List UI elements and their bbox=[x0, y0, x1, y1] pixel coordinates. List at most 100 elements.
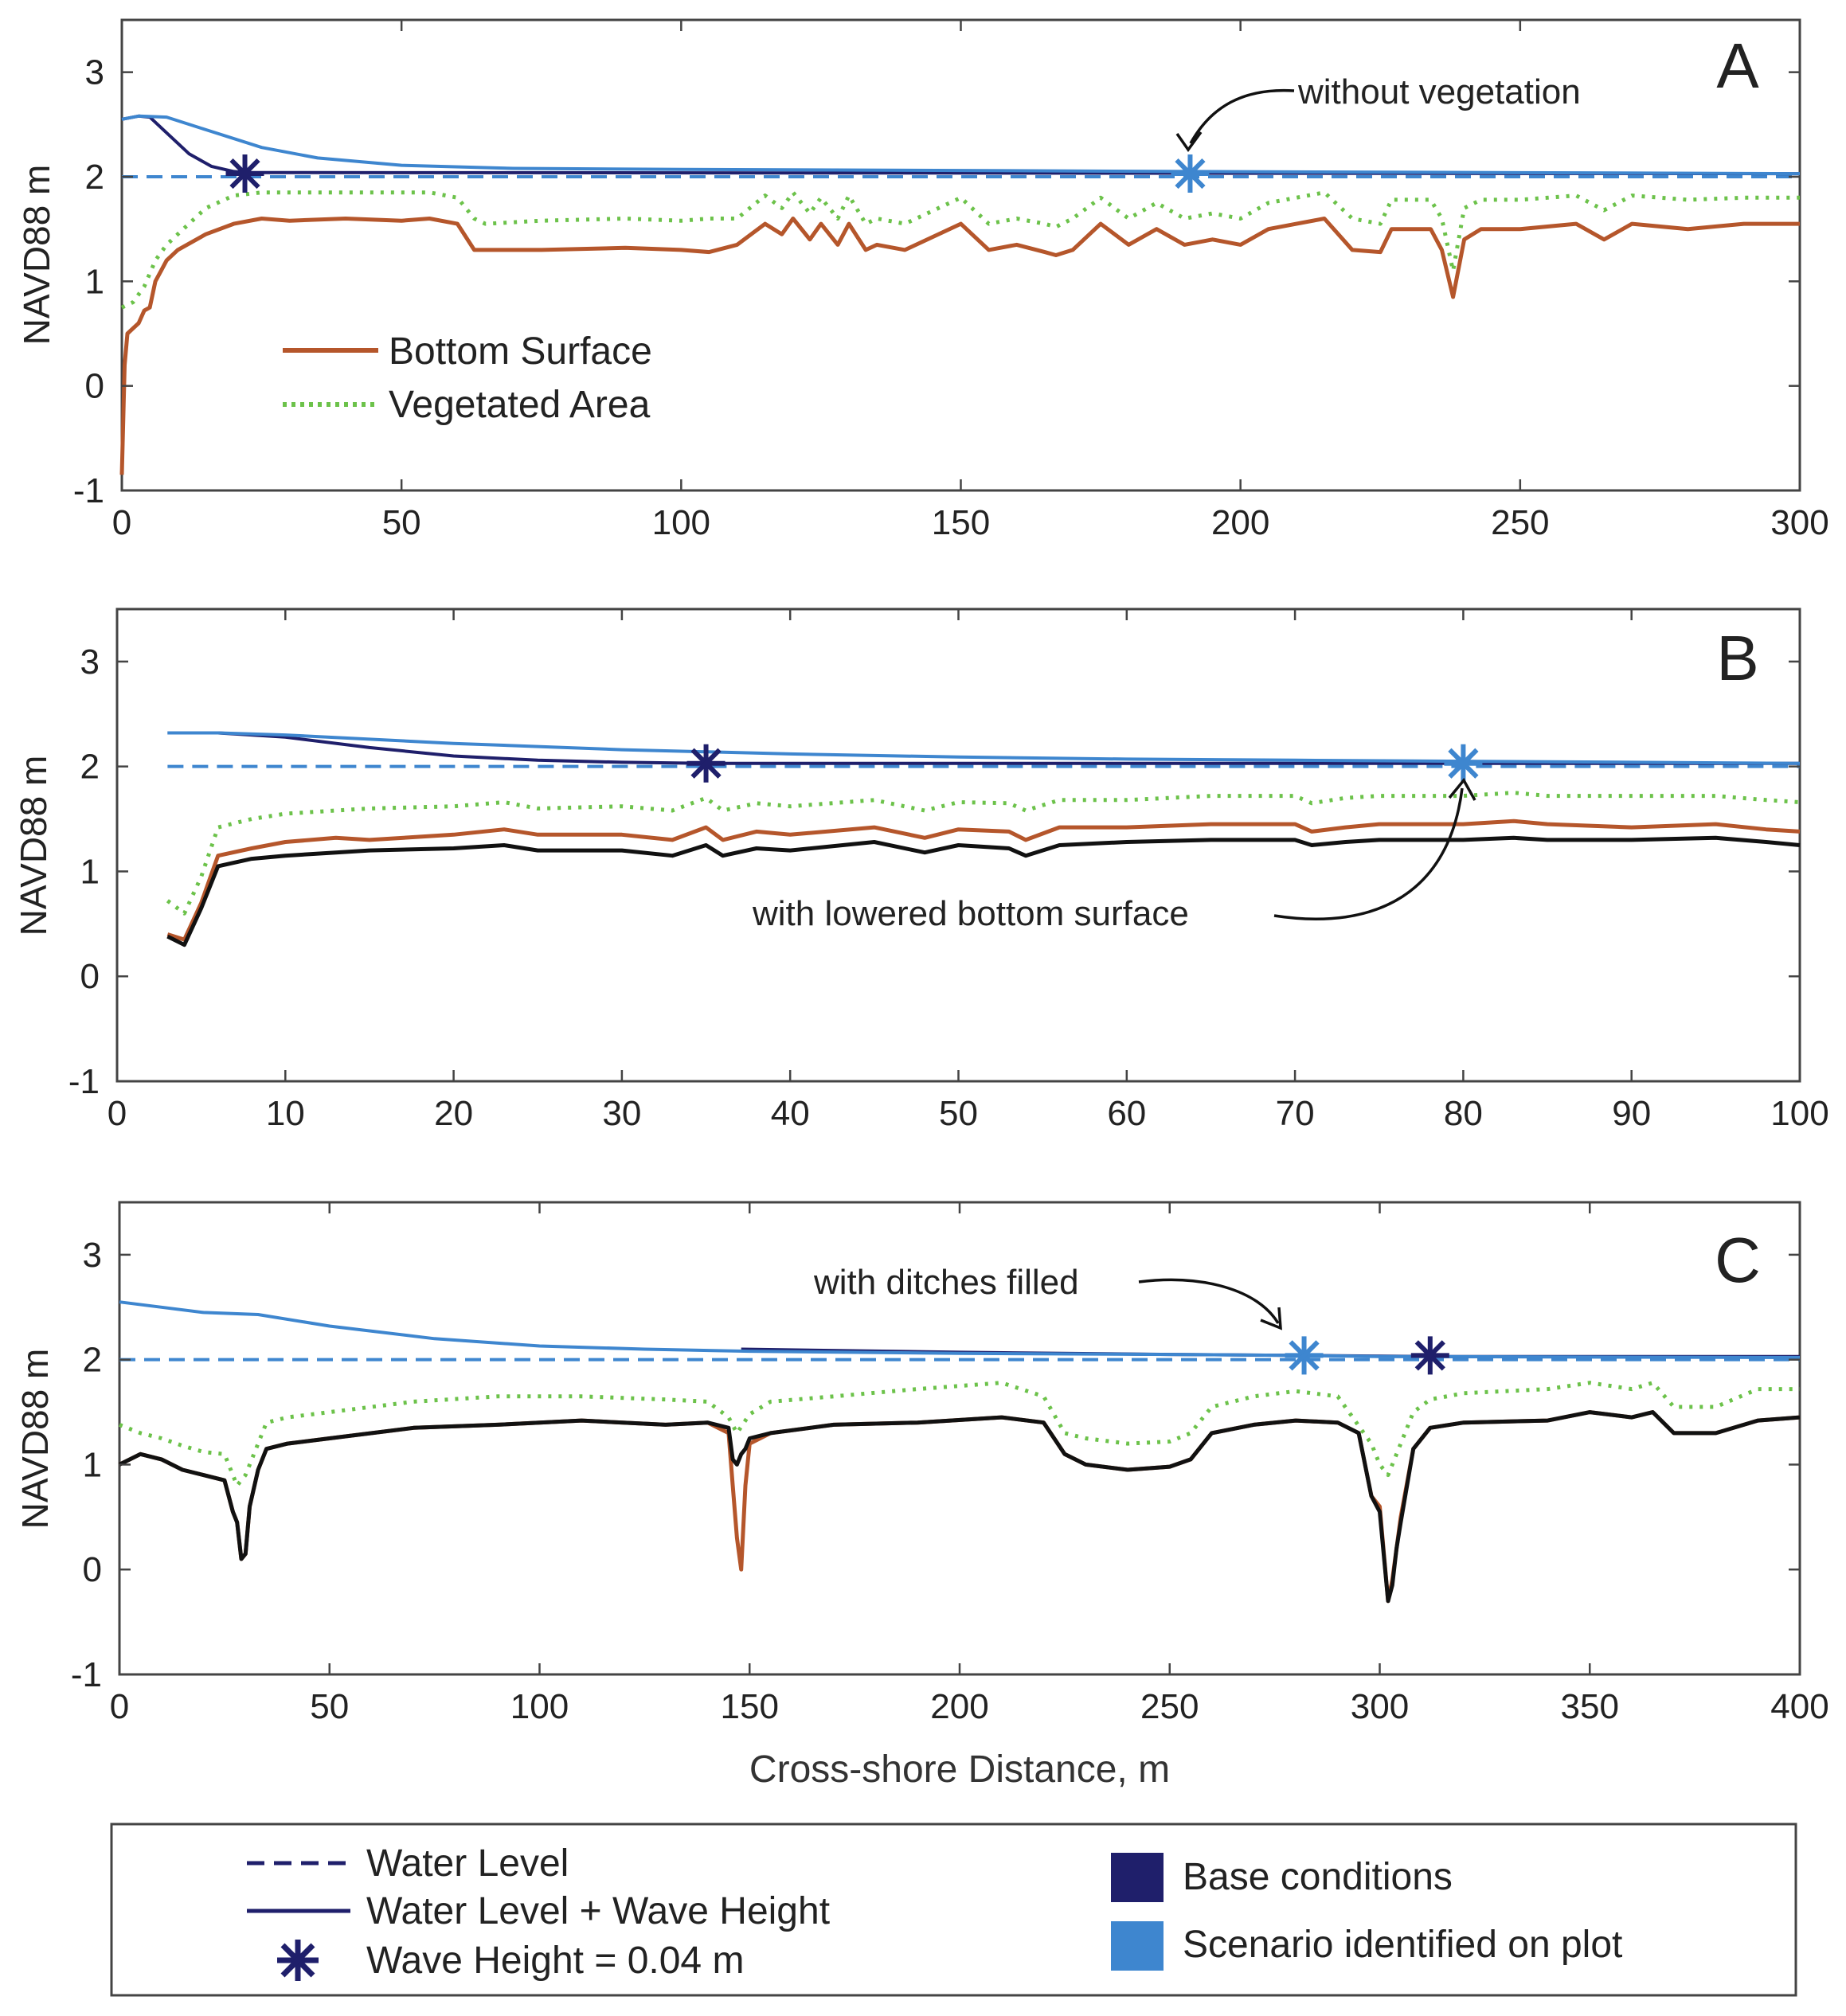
panel-b-lowered-bottom-surface-line bbox=[166, 835, 1801, 947]
legend-bottom-surface-label: Bottom Surface bbox=[389, 330, 652, 373]
panel-a-x-tick-label: 0 bbox=[112, 503, 131, 542]
legend-base-label: Base conditions bbox=[1183, 1856, 1453, 1898]
legend-base-swatch bbox=[1111, 1853, 1164, 1902]
panel-b-letter: B bbox=[1716, 623, 1758, 693]
panel-c-annotation-text: with ditches filled bbox=[813, 1263, 1079, 1302]
panel-c-plot-area bbox=[118, 1300, 1801, 1604]
figure-legend-frame bbox=[110, 1823, 1797, 1997]
panel-a-x-tick-label: 200 bbox=[1211, 503, 1269, 542]
panel-a-wave-height-0-04-m-base-marker bbox=[225, 154, 264, 193]
panel-a-y-tick-label: 2 bbox=[85, 158, 104, 197]
panel-a-x-tick-label: 300 bbox=[1770, 503, 1828, 542]
panel-b-y-tick-label: 3 bbox=[80, 643, 100, 682]
panel-c-x-tick-label: 300 bbox=[1351, 1687, 1409, 1726]
panel-a-bottom-surface-line bbox=[119, 217, 1800, 475]
panel-a-x-tick-label: 250 bbox=[1491, 503, 1549, 542]
panel-c-x-tick-label: 50 bbox=[310, 1687, 349, 1726]
panel-a-inner-legend: Bottom Surface Vegetated Area bbox=[283, 330, 652, 426]
figure-legend: Water Level Water Level + Wave Height Wa… bbox=[110, 1823, 1797, 1997]
panel-b-x-tick-label: 60 bbox=[1107, 1094, 1146, 1133]
panel-a-annotation-arrow bbox=[1189, 88, 1295, 144]
legend-water-level-label: Water Level bbox=[366, 1842, 569, 1885]
panel-b-x-tick-label: 30 bbox=[602, 1094, 641, 1133]
panel-a-annotation-text: without vegetation bbox=[1297, 72, 1581, 111]
legend-scenario-label: Scenario identified on plot bbox=[1183, 1924, 1622, 1966]
panel-c-x-tick-label: 200 bbox=[930, 1687, 988, 1726]
legend-wave-line-label: Water Level + Wave Height bbox=[366, 1890, 830, 1932]
panel-a-y-tick-label: 0 bbox=[85, 367, 104, 406]
panel-c-y-tick-label: 3 bbox=[83, 1236, 102, 1275]
panel-b-x-tick-label: 10 bbox=[266, 1094, 305, 1133]
panel-b-annotation: with lowered bottom surface bbox=[752, 777, 1476, 933]
panel-b-wave-height-0-04-m-base-marker bbox=[686, 744, 725, 783]
panel-a-annotation: without vegetation bbox=[1175, 72, 1581, 153]
panel-c-x-tick-label: 100 bbox=[510, 1687, 569, 1726]
panel-b-y-tick-label: 2 bbox=[80, 748, 100, 787]
panel-b-x-ticks: 0 10 20 30 40 50 60 70 80 90 100 bbox=[108, 609, 1829, 1133]
panel-c-y-tick-label: 1 bbox=[83, 1445, 102, 1484]
panel-a-wave-height-0-04-m-scenario-marker bbox=[1171, 154, 1210, 193]
panel-b-plot-area bbox=[166, 731, 1801, 947]
panel-b-annotation-arrow bbox=[1273, 787, 1464, 920]
legend-scenario-swatch bbox=[1111, 1921, 1164, 1971]
panel-b-water-level-wave-height-scenario-line bbox=[167, 731, 1801, 765]
panel-c-y-ticks: -1 0 1 2 3 bbox=[71, 1236, 1800, 1694]
panel-a-y-tick-label: 3 bbox=[85, 53, 104, 92]
panel-b-x-tick-label: 80 bbox=[1444, 1094, 1483, 1133]
panel-a-plot-area bbox=[119, 114, 1801, 475]
panel-b-annotation-arrowhead bbox=[1448, 777, 1476, 801]
panel-b-x-tick-label: 0 bbox=[108, 1094, 127, 1133]
panel-a-y-ticks: -1 0 1 2 3 bbox=[73, 53, 1800, 510]
panel-b-x-tick-label: 20 bbox=[434, 1094, 473, 1133]
legend-vegetated-area-label: Vegetated Area bbox=[389, 384, 651, 426]
panel-c-bottom-surface-line bbox=[118, 1410, 1801, 1604]
panel-c-x-tick-label: 350 bbox=[1561, 1687, 1619, 1726]
panel-a-y-tick-label: -1 bbox=[73, 471, 104, 510]
panel-b-x-tick-label: 50 bbox=[939, 1094, 978, 1133]
legend-wave-marker-icon bbox=[277, 1940, 319, 1981]
panel-b-y-ticks: -1 0 1 2 3 bbox=[68, 643, 1800, 1101]
panel-b-y-tick-label: -1 bbox=[68, 1062, 100, 1101]
panel-b-x-tick-label: 40 bbox=[771, 1094, 810, 1133]
panel-c-y-tick-label: 0 bbox=[83, 1550, 102, 1589]
panel-c-x-tick-label: 0 bbox=[110, 1687, 129, 1726]
panel-b-x-tick-label: 90 bbox=[1612, 1094, 1651, 1133]
panel-b-wave-height-0-04-m-scenario-marker bbox=[1444, 744, 1483, 783]
panel-a-annotation-arrowhead bbox=[1175, 131, 1203, 153]
panel-c-annotation: with ditches filled bbox=[813, 1263, 1282, 1330]
panel-a-x-ticks: 0 50 100 150 200 250 300 bbox=[112, 20, 1829, 542]
panel-b-y-axis-label: NAVD88 m bbox=[13, 756, 54, 936]
panel-a-y-tick-label: 1 bbox=[85, 262, 104, 301]
panel-c-x-tick-label: 150 bbox=[721, 1687, 779, 1726]
panel-c-wave-height-0-04-m-base-marker bbox=[1410, 1336, 1449, 1375]
panel-a-x-tick-label: 150 bbox=[932, 503, 990, 542]
panel-c-y-axis-label: NAVD88 m bbox=[14, 1349, 56, 1530]
panel-a-water-level-wave-height-base-line bbox=[121, 114, 1801, 176]
panel-a-water-level-wave-height-scenario-line bbox=[121, 114, 1801, 176]
panel-b-bottom-surface-line bbox=[166, 819, 1801, 942]
panel-c-y-tick-label: -1 bbox=[71, 1655, 102, 1694]
panel-c-x-ticks: 0 50 100 150 200 250 300 350 400 bbox=[110, 1202, 1829, 1726]
panel-b-annotation-text: with lowered bottom surface bbox=[752, 894, 1189, 933]
panel-c-annotation-arrowhead bbox=[1260, 1307, 1282, 1330]
panel-a-x-tick-label: 50 bbox=[382, 503, 421, 542]
panel-c-y-tick-label: 2 bbox=[83, 1341, 102, 1380]
panel-c-annotation-arrow bbox=[1138, 1278, 1280, 1324]
panel-c-x-axis-label: Cross-shore Distance, m bbox=[749, 1748, 1170, 1791]
panel-a-x-tick-label: 100 bbox=[652, 503, 710, 542]
legend-wave-marker-label: Wave Height = 0.04 m bbox=[366, 1940, 744, 1982]
panel-a-vegetated-area-line bbox=[120, 190, 1800, 310]
panel-c-x-tick-label: 400 bbox=[1770, 1687, 1828, 1726]
panel-b-x-tick-label: 100 bbox=[1770, 1094, 1828, 1133]
panel-a-y-axis-label: NAVD88 m bbox=[16, 165, 57, 346]
panel-c-filled-bottom-surface-line bbox=[118, 1410, 1801, 1604]
panel-b-y-tick-label: 0 bbox=[80, 957, 100, 996]
panel-c-x-tick-label: 250 bbox=[1140, 1687, 1199, 1726]
panel-c-water-level-wave-height-scenario-line bbox=[119, 1300, 1801, 1359]
panel-c-letter: C bbox=[1715, 1225, 1761, 1295]
panel-c-wave-height-0-04-m-scenario-marker bbox=[1285, 1336, 1324, 1375]
